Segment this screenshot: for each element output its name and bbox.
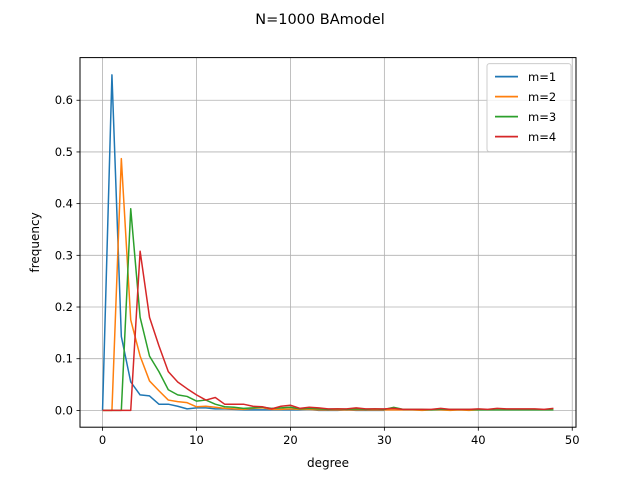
chart-title: N=1000 BAmodel	[255, 12, 385, 28]
x-tick-label: 40	[471, 433, 486, 447]
legend-label-3: m=3	[528, 110, 556, 124]
y-tick-label: 0.3	[55, 248, 73, 262]
grid	[80, 57, 576, 428]
y-tick-label: 0.5	[55, 145, 73, 159]
plot-frame	[79, 57, 577, 428]
x-tick-label: 50	[565, 433, 580, 447]
series-layer	[101, 74, 554, 412]
legend: m=1 m=2 m=3 m=4	[486, 63, 572, 153]
y-tick-label: 0.6	[55, 93, 73, 107]
legend-label-1: m=1	[528, 70, 556, 84]
x-tick-label: 10	[189, 433, 204, 447]
legend-label-2: m=2	[528, 90, 556, 104]
x-tick-label: 20	[283, 433, 298, 447]
series-line-4	[102, 250, 554, 412]
y-tick-label: 0.1	[55, 352, 73, 366]
x-tick-label: 30	[377, 433, 392, 447]
y-tick-label: 0.2	[55, 300, 73, 314]
legend-box	[486, 63, 572, 153]
x-axis-label: degree	[307, 456, 349, 470]
x-tick-label: 0	[99, 433, 106, 447]
y-axis-label: frequency	[28, 212, 42, 272]
ticks: 0 10 20 30 40 50 0.0 0.1 0.2 0.3 0.4 0.5 0.6	[55, 93, 580, 447]
legend-label-4: m=4	[528, 130, 556, 144]
y-tick-label: 0.0	[55, 403, 73, 417]
y-tick-label: 0.4	[55, 197, 73, 211]
